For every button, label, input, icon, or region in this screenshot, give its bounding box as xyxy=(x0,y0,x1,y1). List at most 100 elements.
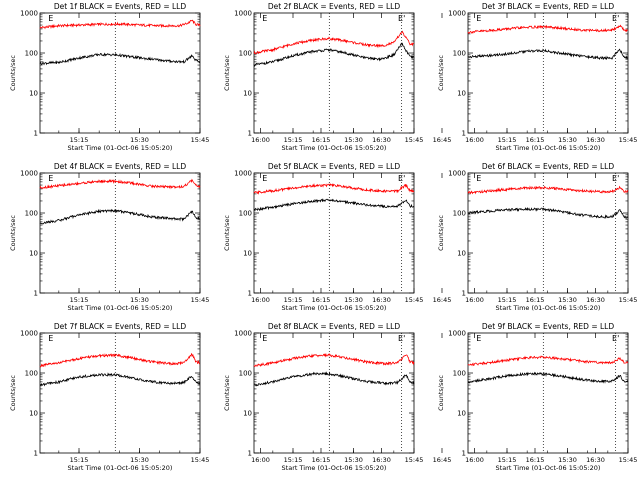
x-tick-label: 15:15 xyxy=(498,456,517,464)
x-tick-label: 15:15 xyxy=(498,136,517,144)
y-tick-label: 1000 xyxy=(234,170,252,178)
y-axis-label: Counts/sec xyxy=(437,215,445,251)
y-tick-label: 1000 xyxy=(20,170,38,178)
panel-title: Det 1f BLACK = Events, RED = LLD xyxy=(54,2,187,11)
panel-title: Det 9f BLACK = Events, RED = LLD xyxy=(482,322,615,331)
events-series-line xyxy=(253,371,415,387)
panel-title: Det 5f BLACK = Events, RED = LLD xyxy=(268,162,401,171)
y-axis-label: Counts/sec xyxy=(9,215,17,251)
x-tick-label: 15:30 xyxy=(130,136,149,144)
x-axis-label: Start Time (01-Oct-06 15:05:20) xyxy=(496,144,601,152)
y-tick-label: 1 xyxy=(34,290,38,298)
x-tick-label: 15:15 xyxy=(284,456,303,464)
panel-title: Det 2f BLACK = Events, RED = LLD xyxy=(268,2,401,11)
x-axis-label: Start Time (01-Oct-06 15:05:20) xyxy=(68,464,173,472)
x-tick-label: 15:30 xyxy=(344,456,363,464)
events-series-line xyxy=(254,198,415,212)
y-tick-label: 100 xyxy=(453,50,466,58)
detector-panel: Det 2f BLACK = Events, RED = LLD 1 10 100 10… xyxy=(223,2,619,152)
interval-marker-label: E xyxy=(262,174,267,183)
plot-frame xyxy=(39,332,201,454)
x-tick-label: 15:30 xyxy=(558,136,577,144)
plot-frame xyxy=(467,172,629,294)
y-tick-label: 100 xyxy=(453,370,466,378)
x-tick-label: 15:30 xyxy=(558,296,577,304)
plot-frame xyxy=(39,12,201,134)
x-tick-label: 16:15 xyxy=(312,136,331,144)
detector-panel: Det 8f BLACK = Events, RED = LLD 1 10 100 10… xyxy=(223,322,619,472)
x-tick-label: 15:45 xyxy=(405,296,424,304)
panel-title: Det 6f BLACK = Events, RED = LLD xyxy=(482,162,615,171)
x-tick-label: 16:00 xyxy=(465,296,484,304)
x-axis-label: Start Time (01-Oct-06 15:05:20) xyxy=(496,304,601,312)
y-tick-label: 10 xyxy=(457,410,466,418)
y-axis-label: Counts/sec xyxy=(437,55,445,91)
plot-frame xyxy=(253,332,415,454)
x-tick-label: 15:15 xyxy=(70,456,89,464)
x-axis-label: Start Time (01-Oct-06 15:05:20) xyxy=(496,464,601,472)
y-tick-label: 1 xyxy=(462,130,466,138)
interval-marker-label: E xyxy=(476,14,481,23)
x-tick-label: 15:45 xyxy=(619,296,638,304)
x-tick-label: 15:45 xyxy=(191,456,210,464)
x-tick-label: 15:15 xyxy=(498,296,517,304)
plot-frame xyxy=(467,332,629,454)
panel-title: Det 8f BLACK = Events, RED = LLD xyxy=(268,322,401,331)
x-axis-label: Start Time (01-Oct-06 15:05:20) xyxy=(282,144,387,152)
x-tick-label: 16:30 xyxy=(372,456,391,464)
interval-marker-label: E xyxy=(48,14,53,23)
x-tick-label: 16:30 xyxy=(372,136,391,144)
x-tick-label: 15:30 xyxy=(558,456,577,464)
y-tick-label: 10 xyxy=(29,410,38,418)
y-tick-label: 10 xyxy=(457,90,466,98)
plot-frame xyxy=(253,172,415,294)
y-tick-label: 10 xyxy=(243,250,252,258)
interval-marker-label: E' xyxy=(398,174,405,183)
plot-frame xyxy=(253,12,415,134)
y-tick-label: 1 xyxy=(248,450,252,458)
lld-series-line xyxy=(253,352,415,367)
interval-marker-label: E' xyxy=(612,14,619,23)
events-series-line xyxy=(39,208,201,225)
y-axis-label: Counts/sec xyxy=(223,55,231,91)
x-tick-label: 16:00 xyxy=(251,456,270,464)
x-tick-label: 15:45 xyxy=(619,456,638,464)
y-tick-label: 100 xyxy=(25,210,38,218)
y-tick-label: 1000 xyxy=(20,10,38,18)
y-axis-label: Counts/sec xyxy=(437,375,445,411)
detector-panel: Det 7f BLACK = Events, RED = LLD 1 10 100 10… xyxy=(9,322,451,472)
x-tick-label: 15:45 xyxy=(405,456,424,464)
panel-title: Det 3f BLACK = Events, RED = LLD xyxy=(482,2,615,11)
lld-series-line xyxy=(467,185,629,195)
x-tick-label: 16:00 xyxy=(251,296,270,304)
x-tick-label: 15:15 xyxy=(284,136,303,144)
x-tick-label: 15:30 xyxy=(130,296,149,304)
x-tick-label: 15:30 xyxy=(130,456,149,464)
y-tick-label: 1 xyxy=(34,450,38,458)
x-tick-label: 15:45 xyxy=(619,136,638,144)
plot-frame xyxy=(39,172,201,294)
detector-panel: Det 9f BLACK = Events, RED = LLD 1 10 100 10… xyxy=(437,322,638,472)
detector-panel: Det 3f BLACK = Events, RED = LLD 1 10 100 10… xyxy=(437,2,638,152)
panel-title: Det 4f BLACK = Events, RED = LLD xyxy=(54,162,187,171)
x-tick-label: 15:45 xyxy=(191,296,210,304)
x-tick-label: 16:00 xyxy=(465,456,484,464)
y-axis-label: Counts/sec xyxy=(223,375,231,411)
x-tick-label: 16:30 xyxy=(586,136,605,144)
interval-marker-label: E' xyxy=(612,174,619,183)
y-tick-label: 100 xyxy=(239,50,252,58)
interval-marker-label: E' xyxy=(398,334,405,343)
y-tick-label: 100 xyxy=(239,210,252,218)
detector-panel: Det 4f BLACK = Events, RED = LLD 1 10 100 10… xyxy=(9,162,451,312)
x-tick-label: 15:30 xyxy=(344,296,363,304)
interval-marker-label: E xyxy=(476,174,481,183)
x-tick-label: 15:15 xyxy=(284,296,303,304)
x-tick-label: 16:15 xyxy=(526,136,545,144)
events-series-line xyxy=(467,48,629,61)
events-series-line xyxy=(253,42,415,67)
x-tick-label: 16:15 xyxy=(526,296,545,304)
y-tick-label: 100 xyxy=(25,50,38,58)
y-tick-label: 1000 xyxy=(234,10,252,18)
lld-series-line xyxy=(467,24,629,34)
